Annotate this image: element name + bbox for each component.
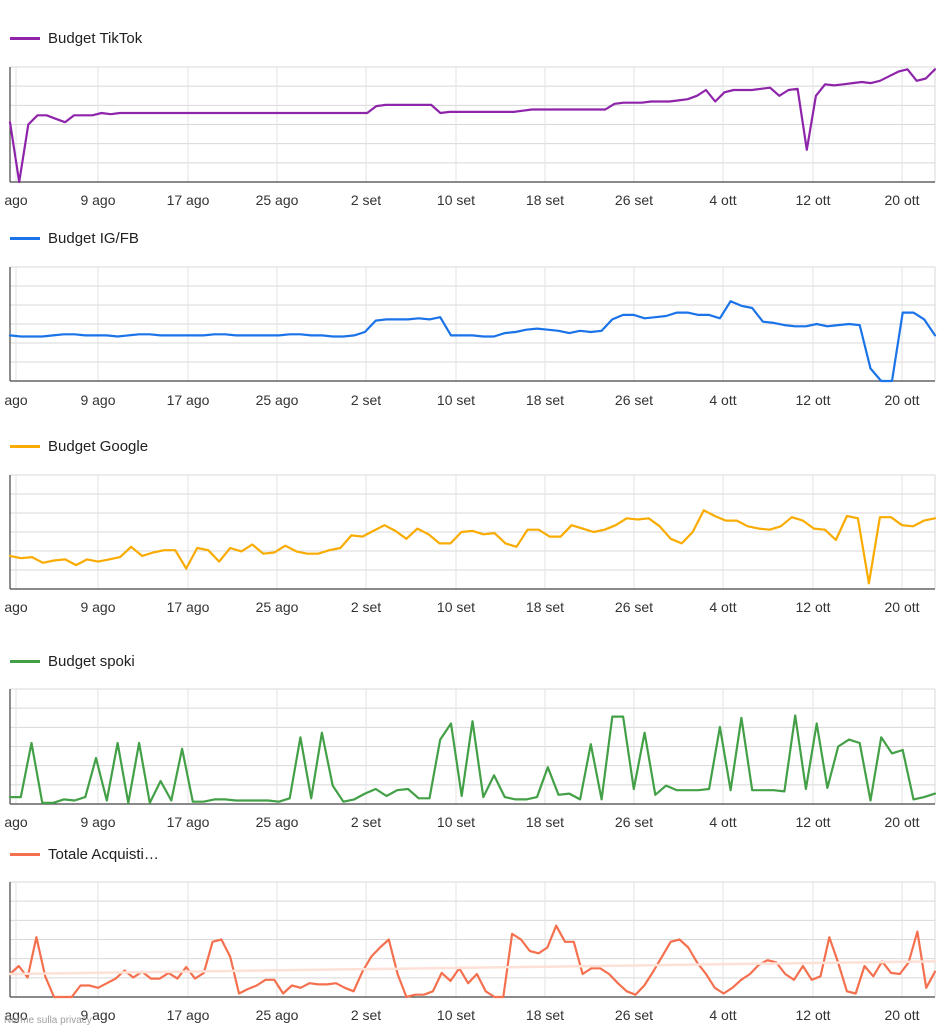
x-tick-label: 4 ott xyxy=(709,192,736,208)
x-tick-label: 10 set xyxy=(437,599,475,615)
series-line-tiktok xyxy=(8,68,937,184)
legend-spoki[interactable]: Budget spoki xyxy=(10,653,135,670)
legend-swatch xyxy=(10,660,40,663)
x-tick-label: 17 ago xyxy=(167,392,210,408)
x-tick-label: 9 ago xyxy=(80,192,115,208)
x-tick-label: 12 ott xyxy=(795,814,830,830)
x-tick-label: 2 set xyxy=(351,1007,381,1023)
x-tick-label: 9 ago xyxy=(80,814,115,830)
x-tick-label: 12 ott xyxy=(795,1007,830,1023)
x-tick-label: 20 ott xyxy=(884,599,919,615)
x-tick-label: 18 set xyxy=(526,599,564,615)
x-tick-label: 4 ott xyxy=(709,599,736,615)
series-line-acquisti xyxy=(8,924,937,999)
x-tick-label: 20 ott xyxy=(884,1007,919,1023)
x-tick-label: 4 ott xyxy=(709,814,736,830)
x-tick-label: 10 set xyxy=(437,814,475,830)
legend-acquisti[interactable]: Totale Acquisti… xyxy=(10,846,159,863)
x-tick-label: 2 set xyxy=(351,599,381,615)
legend-label: Totale Acquisti… xyxy=(48,846,159,863)
x-tick-label: 26 set xyxy=(615,599,653,615)
x-tick-label: 10 set xyxy=(437,1007,475,1023)
x-tick-label: 25 ago xyxy=(256,392,299,408)
x-tick-label: 26 set xyxy=(615,814,653,830)
x-tick-label: 4 ott xyxy=(709,1007,736,1023)
x-tick-label: 26 set xyxy=(615,392,653,408)
x-tick-label: 10 set xyxy=(437,192,475,208)
legend-google[interactable]: Budget Google xyxy=(10,438,148,455)
x-tick-label: 20 ott xyxy=(884,192,919,208)
x-tick-label: 12 ott xyxy=(795,192,830,208)
x-tick-label: 12 ott xyxy=(795,599,830,615)
x-tick-label: 18 set xyxy=(526,1007,564,1023)
legend-label: Budget Google xyxy=(48,438,149,455)
legend-tiktok[interactable]: Budget TikTok xyxy=(10,30,142,47)
legend-label: Budget IG/FB xyxy=(48,230,139,247)
x-tick-label: 4 ott xyxy=(709,392,736,408)
x-tick-label: 9 ago xyxy=(80,392,115,408)
x-tick-label: 17 ago xyxy=(167,599,210,615)
x-tick-label: ago xyxy=(4,192,28,208)
x-tick-label: 9 ago xyxy=(80,1007,115,1023)
legend-label: Budget TikTok xyxy=(48,30,143,47)
x-tick-label: 25 ago xyxy=(256,814,299,830)
legend-swatch xyxy=(10,37,40,40)
x-tick-label: ago xyxy=(4,814,28,830)
x-tick-label: 17 ago xyxy=(167,1007,210,1023)
x-tick-label: 2 set xyxy=(351,814,381,830)
x-tick-label: 25 ago xyxy=(256,599,299,615)
privacy-link[interactable]: Norme sulla privacy xyxy=(4,1015,92,1026)
x-tick-label: 18 set xyxy=(526,192,564,208)
x-tick-label: 2 set xyxy=(351,392,381,408)
x-tick-label: 20 ott xyxy=(884,814,919,830)
x-tick-label: 10 set xyxy=(437,392,475,408)
legend-igfb[interactable]: Budget IG/FB xyxy=(10,230,139,247)
series-line-spoki xyxy=(8,714,937,805)
legend-swatch xyxy=(10,853,40,856)
x-tick-label: 25 ago xyxy=(256,1007,299,1023)
legend-swatch xyxy=(10,237,40,240)
x-tick-label: 26 set xyxy=(615,1007,653,1023)
x-tick-label: ago xyxy=(4,599,28,615)
x-tick-label: 25 ago xyxy=(256,192,299,208)
x-tick-label: ago xyxy=(4,1007,28,1023)
x-tick-label: 18 set xyxy=(526,392,564,408)
series-line-igfb xyxy=(8,300,937,383)
trend-line-acquisti xyxy=(8,960,937,976)
legend-swatch xyxy=(10,445,40,448)
x-tick-label: 12 ott xyxy=(795,392,830,408)
x-tick-label: 2 set xyxy=(351,192,381,208)
x-tick-label: 17 ago xyxy=(167,192,210,208)
series-line-google xyxy=(8,509,937,585)
x-tick-label: 20 ott xyxy=(884,392,919,408)
x-tick-label: 9 ago xyxy=(80,599,115,615)
x-tick-label: ago xyxy=(4,392,28,408)
x-tick-label: 18 set xyxy=(526,814,564,830)
x-tick-label: 17 ago xyxy=(167,814,210,830)
legend-label: Budget spoki xyxy=(48,653,135,670)
x-tick-label: 26 set xyxy=(615,192,653,208)
